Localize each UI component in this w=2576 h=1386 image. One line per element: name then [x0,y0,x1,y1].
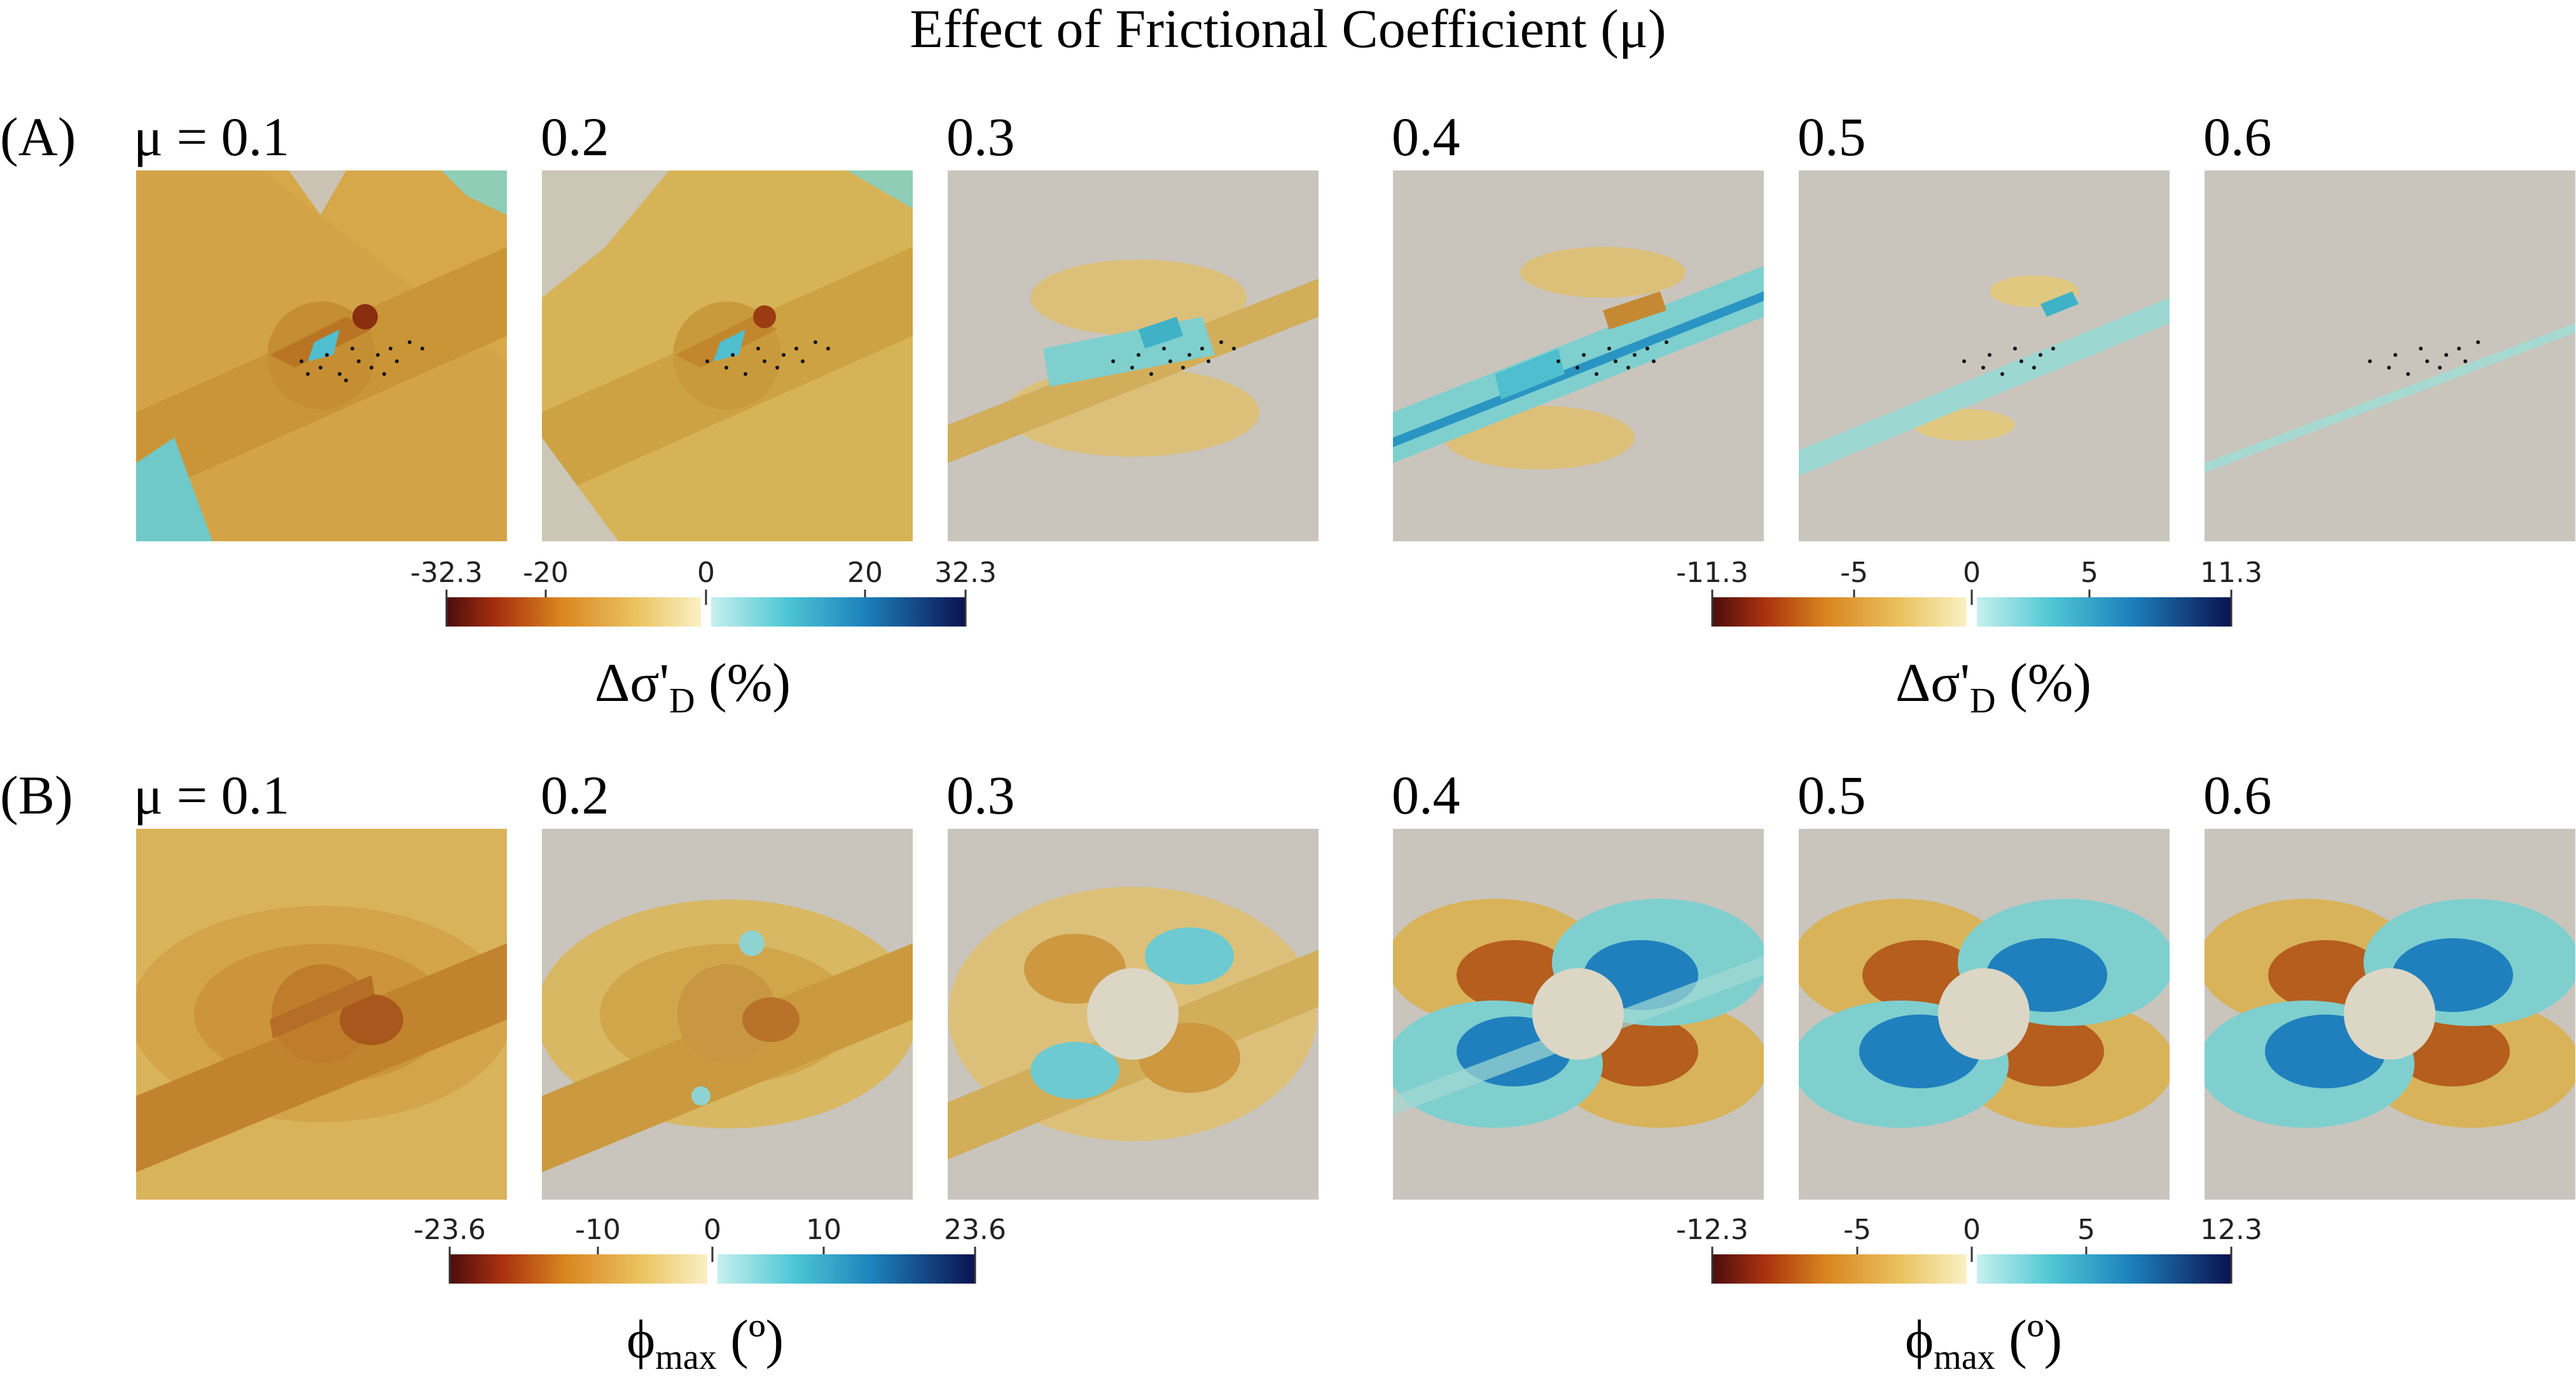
colorbar-tick-label: 12.3 [2200,1214,2262,1246]
colorbar-tick-label: 32.3 [934,557,997,589]
row-a-panel-label-1: μ = 0.1 [134,106,290,167]
colorbar-tick-label: 5 [2077,1214,2095,1246]
colorbar-tick-label: 0 [1963,1214,1981,1246]
row-a-colorbar-left-title: Δσ'D (%) [595,652,791,721]
row-b-colorbar-right-title: ϕmax (º) [1905,1308,2063,1377]
colorbar-gradient [445,590,967,627]
row-b-panel-label-3: 0.3 [946,765,1015,826]
row-b-panel-label-1: μ = 0.1 [134,765,290,826]
colorbar-tick-label: 23.6 [944,1214,1006,1246]
row-a-colorbar-left: -32.3 -20 0 20 32.3 [410,557,997,646]
figure-title: Effect of Frictional Coefficient (μ) [910,0,1666,59]
row-b-colorbar-left: -23.6 -10 0 10 23.6 [413,1214,1006,1303]
colorbar-tick-label: 0 [703,1214,721,1246]
row-b-label: (B) [0,765,73,826]
row-a-panel-label-3: 0.3 [946,106,1015,167]
colorbar-gradient [1711,1247,2233,1284]
row-a-colorbar-right-title: Δσ'D (%) [1895,652,2092,721]
row-a-panel-6 [2205,170,2575,541]
row-b-panel-6 [2205,829,2575,1200]
row-a-label: (A) [0,106,76,167]
row-b-panel-label-5: 0.5 [1797,765,1866,826]
row-a-panel-label-2: 0.2 [541,106,609,167]
row-a-panel-2 [542,170,913,541]
colorbar-tick-label: -11.3 [1676,557,1748,589]
row-a-panel-label-4: 0.4 [1392,106,1460,167]
row-b-colorbar-right: -12.3 -5 0 5 12.3 [1676,1214,2262,1303]
row-a-panel-label-5: 0.5 [1797,106,1866,167]
row-a-panel-label-6: 0.6 [2203,106,2272,167]
row-b-panel-4 [1393,829,1764,1200]
row-a-panel-4 [1393,170,1764,541]
colorbar-tick-label: 11.3 [2200,557,2262,589]
row-b-panel-3 [948,829,1319,1200]
colorbar-tick-label: 20 [847,557,883,589]
colorbar-tick-label: 0 [697,557,715,589]
row-b-panel-label-4: 0.4 [1392,765,1460,826]
colorbar-tick-label: 10 [806,1214,841,1246]
row-b-panel-5 [1799,829,2170,1200]
colorbar-tick-label: -20 [523,557,569,589]
colorbar-gradient [1711,590,2233,627]
colorbar-tick-label: 0 [1963,557,1981,589]
colorbar-tick-label: -23.6 [413,1214,486,1246]
row-b-panel-label-6: 0.6 [2203,765,2272,826]
row-b-panel-2 [542,829,913,1200]
colorbar-tick-label: -5 [1840,557,1868,589]
colorbar-tick-label: -10 [575,1214,621,1246]
row-a-colorbar-right: -11.3 -5 0 5 11.3 [1676,557,2262,646]
colorbar-tick-label: 5 [2081,557,2098,589]
row-a-panel-3 [948,170,1319,541]
colorbar-tick-label: -32.3 [410,557,483,589]
colorbar-tick-label: -12.3 [1676,1214,1748,1246]
row-b-panel-label-2: 0.2 [541,765,609,826]
colorbar-tick-label: -5 [1843,1214,1871,1246]
row-a-panel-1 [136,170,507,541]
colorbar-gradient [448,1247,976,1284]
row-a-panel-5 [1799,170,2170,541]
row-b-panel-1 [136,829,507,1200]
row-b-colorbar-left-title: ϕmax (º) [627,1308,784,1377]
